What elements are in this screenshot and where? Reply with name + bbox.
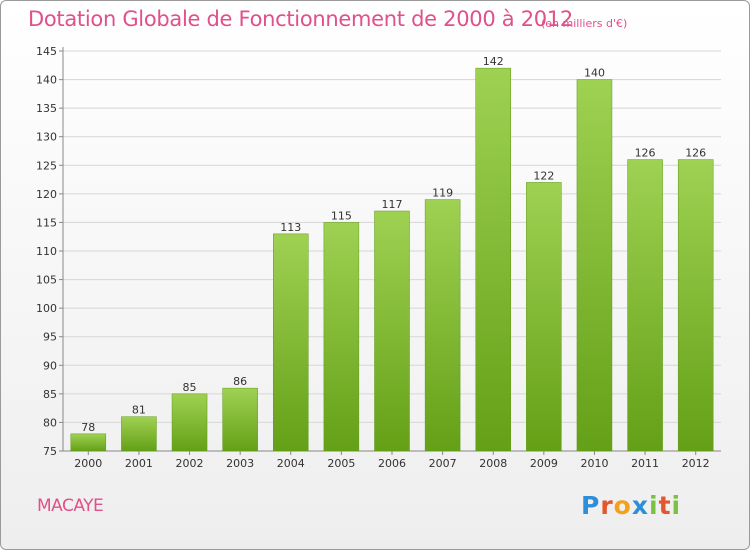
bar: [222, 387, 258, 452]
y-tick-label: 90: [43, 359, 57, 372]
y-tick-label: 120: [36, 188, 57, 201]
bar: [526, 182, 562, 452]
bar-value-label: 126: [685, 147, 706, 160]
x-tick-label: 2000: [74, 457, 102, 470]
bar-value-label: 119: [432, 187, 453, 200]
y-tick-label: 85: [43, 388, 57, 401]
y-tick-label: 105: [36, 274, 57, 287]
x-tick-label: 2003: [226, 457, 254, 470]
y-tick-label: 145: [36, 45, 57, 58]
x-tick-label: 2002: [176, 457, 204, 470]
bars: 78 81 85 86 113 115 117 119 142 122 140 126 126: [70, 55, 714, 452]
bar: [70, 433, 107, 452]
bar-value-label: 113: [280, 221, 301, 234]
y-tick-label: 135: [36, 102, 57, 115]
x-tick-label: 2011: [631, 457, 659, 470]
proxiti-logo[interactable]: Proxiti: [581, 491, 682, 520]
x-tick-label: 2008: [479, 457, 507, 470]
town-name: MACAYE: [37, 496, 104, 516]
x-tick-label: 2005: [327, 457, 355, 470]
bar-value-label: 117: [382, 198, 403, 211]
bar: [677, 159, 714, 452]
bar-value-label: 81: [132, 404, 146, 417]
bar: [576, 79, 613, 452]
y-axis-ticks: 75 80 85 90 95 100 105 110 115 120 125 130 135 140 145: [36, 45, 63, 458]
bar-value-label: 122: [533, 169, 554, 182]
x-tick-label: 2007: [429, 457, 457, 470]
bar: [475, 67, 511, 452]
bar-value-label: 86: [233, 375, 247, 388]
bar-value-label: 126: [635, 147, 656, 160]
bar-value-label: 140: [584, 67, 605, 80]
bar-value-label: 78: [81, 421, 95, 434]
bar: [121, 416, 157, 452]
y-tick-label: 110: [36, 245, 57, 258]
y-tick-label: 125: [36, 159, 57, 172]
chart-title: Dotation Globale de Fonctionnement de 20…: [28, 7, 573, 31]
bar-value-label: 85: [183, 381, 197, 394]
bar: [374, 210, 410, 452]
x-tick-label: 2004: [277, 457, 305, 470]
y-tick-label: 95: [43, 331, 57, 344]
y-tick-label: 130: [36, 131, 57, 144]
x-tick-label: 2009: [530, 457, 558, 470]
bar: [273, 233, 309, 452]
bar: [627, 159, 663, 452]
bar: [171, 393, 208, 452]
bar-value-label: 142: [483, 55, 504, 68]
bar: [424, 199, 461, 452]
x-tick-label: 2010: [580, 457, 608, 470]
x-axis-ticks: 2000 2001 2002 2003 2004 2005 2006 2007 2008 2009…: [74, 451, 710, 470]
chart-subtitle: (en milliers d'€): [541, 17, 628, 30]
y-tick-label: 80: [43, 416, 57, 429]
y-tick-label: 140: [36, 74, 57, 87]
bar: [323, 222, 360, 452]
y-tick-label: 115: [36, 216, 57, 229]
y-tick-label: 75: [43, 445, 57, 458]
y-tick-label: 100: [36, 302, 57, 315]
x-tick-label: 2006: [378, 457, 406, 470]
bar-value-label: 115: [331, 209, 352, 222]
x-tick-label: 2001: [125, 457, 153, 470]
x-tick-label: 2012: [682, 457, 710, 470]
